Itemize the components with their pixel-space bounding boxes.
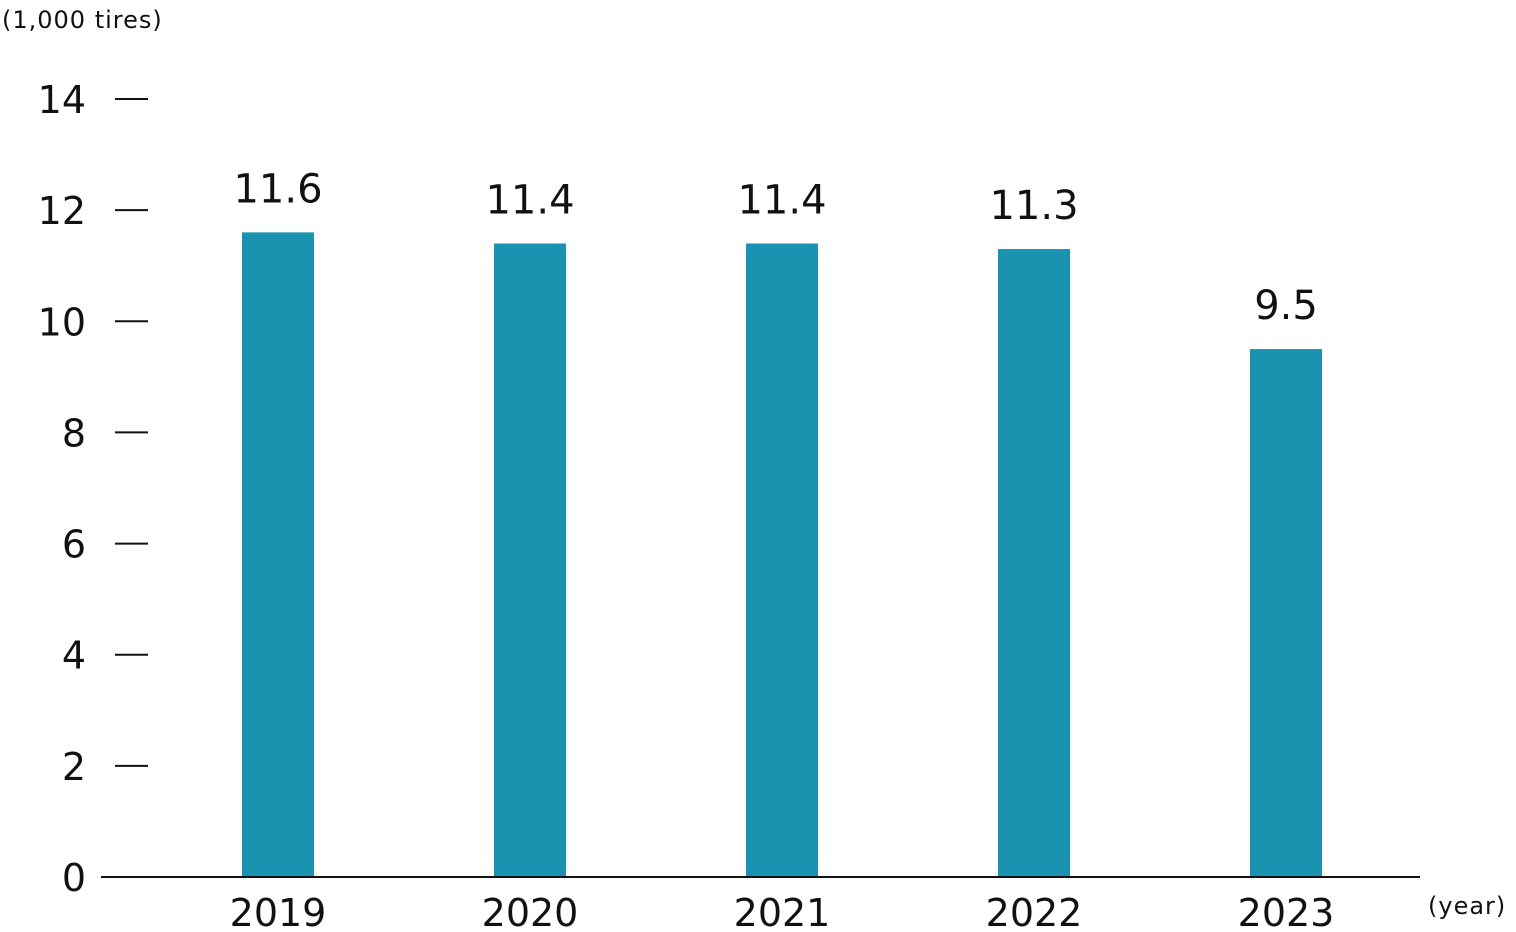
x-tick-label: 2020 [482, 891, 579, 932]
bar-value-label: 11.4 [737, 177, 826, 223]
value-labels-group: 11.6 11.4 11.4 11.3 9.5 [233, 166, 1317, 329]
y-tick-label: 10 [38, 300, 86, 344]
y-tick-label: 6 [62, 523, 86, 567]
x-tick-label: 2022 [986, 891, 1083, 932]
x-tick-label: 2019 [230, 891, 327, 932]
bar [1250, 349, 1322, 878]
y-axis: 0 2 4 6 8 10 12 14 [38, 78, 148, 900]
y-tick-label: 2 [62, 745, 86, 789]
x-unit-label: (year) [1428, 892, 1506, 920]
y-unit-label: (1,000 tires) [2, 6, 163, 34]
bars-group [242, 232, 1322, 878]
bar-value-label: 11.6 [233, 166, 322, 212]
bar-value-label: 11.3 [989, 183, 1078, 229]
bar [494, 243, 566, 877]
x-tick-label: 2023 [1238, 891, 1335, 932]
y-tick-label: 12 [38, 189, 86, 233]
bar-value-label: 9.5 [1254, 283, 1318, 329]
x-axis: 2019 2020 2021 2022 2023 [101, 876, 1420, 932]
y-tick-label: 14 [38, 78, 86, 122]
bar [998, 249, 1070, 878]
x-tick-label: 2021 [734, 891, 831, 932]
bar [746, 243, 818, 877]
bar-value-label: 11.4 [485, 177, 574, 223]
y-tick-label: 8 [62, 411, 86, 455]
y-tick-label: 4 [62, 634, 86, 678]
y-tick-label: 0 [62, 856, 86, 900]
bar [242, 232, 314, 877]
